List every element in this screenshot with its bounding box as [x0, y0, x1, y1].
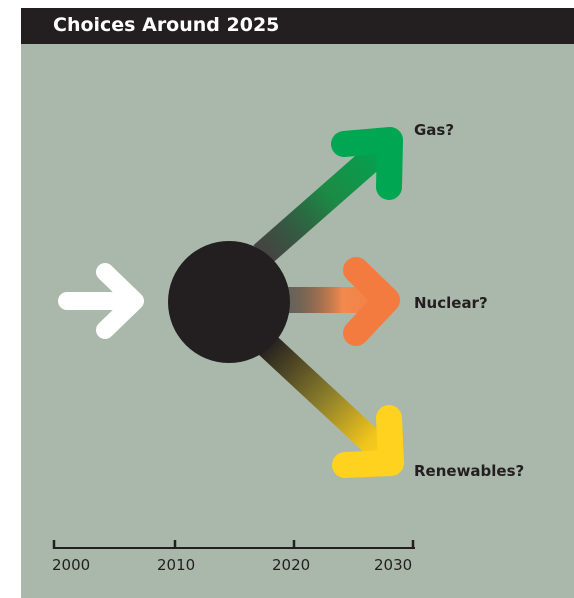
option-label-nuclear: Nuclear? [414, 294, 488, 312]
timeline-label-2010: 2010 [157, 556, 196, 574]
diagram-title: Choices Around 2025 [53, 14, 280, 36]
option-label-gas: Gas? [414, 121, 455, 139]
timeline-label-2020: 2020 [272, 556, 311, 574]
nuclear-arrow [285, 257, 400, 346]
timeline-label-2030: 2030 [374, 556, 413, 574]
option-label-renewables: Renewables? [414, 462, 525, 480]
title-bar [21, 8, 574, 44]
gas-arrow [253, 127, 403, 265]
timeline-label-2000: 2000 [52, 556, 91, 574]
timeline-axis [52, 540, 415, 549]
incoming-arrow [58, 263, 144, 339]
renewables-arrow [253, 330, 404, 478]
decision-hub-circle [168, 241, 290, 363]
